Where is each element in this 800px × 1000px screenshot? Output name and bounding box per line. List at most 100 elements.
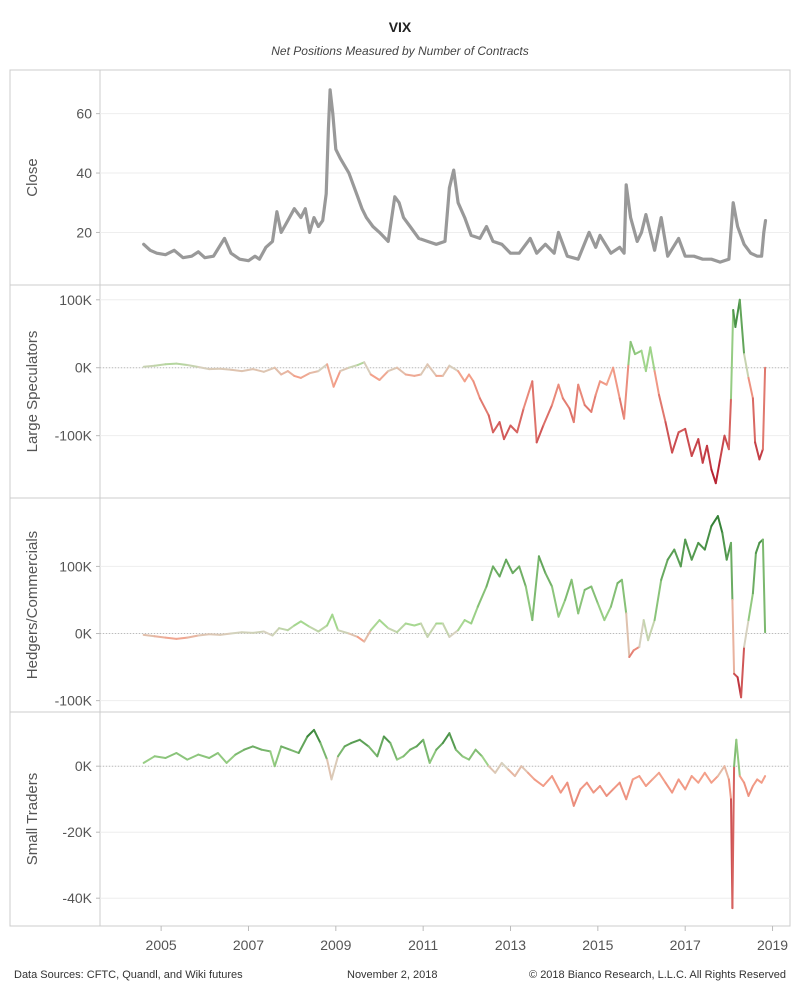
- series-segment: [760, 775, 767, 784]
- y-tick-label: 100K: [59, 292, 92, 308]
- series-segment: [262, 366, 276, 373]
- series-segment: [731, 765, 736, 910]
- y-tick-label: 40: [76, 165, 92, 181]
- series-segment: [703, 525, 713, 551]
- series-segment: [638, 775, 647, 787]
- series-segment: [671, 778, 680, 794]
- series-segment: [605, 788, 615, 797]
- series-segment: [677, 427, 687, 434]
- series-segment: [448, 732, 457, 751]
- series-segment: [326, 613, 334, 627]
- series-segment: [278, 627, 289, 632]
- series-segment: [319, 742, 329, 761]
- panel-label-small-traders: Small Traders: [24, 773, 41, 866]
- series-segment: [507, 768, 516, 778]
- x-tick-label: 2017: [670, 937, 701, 953]
- series-segment: [557, 383, 564, 400]
- series-segment: [326, 758, 333, 781]
- series-segment: [142, 633, 156, 638]
- series-segment: [463, 373, 470, 383]
- series-segment: [747, 592, 754, 622]
- series-segment: [754, 541, 761, 554]
- series-segment: [356, 635, 366, 643]
- series-segment: [387, 366, 398, 373]
- series-segment: [426, 363, 438, 377]
- series-segment: [498, 558, 508, 578]
- footer-data-sources: Data Sources: CFTC, Quandl, and Wiki fut…: [14, 969, 243, 981]
- x-tick-label: 2005: [146, 937, 177, 953]
- series-segment: [426, 622, 438, 638]
- series-segment: [492, 565, 501, 578]
- series-segment: [153, 755, 167, 759]
- series-segment: [505, 558, 514, 575]
- series-segment: [317, 363, 329, 373]
- series-segment: [234, 748, 246, 756]
- series-segment: [219, 367, 232, 371]
- footer-copyright: © 2018 Bianco Research, L.L.C. All Right…: [529, 969, 786, 981]
- series-segment: [337, 629, 350, 635]
- y-tick-label: 0K: [75, 626, 93, 642]
- series-segment: [326, 363, 335, 388]
- series-segment: [731, 599, 736, 675]
- series-segment: [369, 373, 381, 381]
- x-tick-label: 2009: [320, 937, 351, 953]
- series-segment: [551, 383, 560, 407]
- series-segment: [747, 785, 754, 797]
- series-segment: [666, 548, 676, 561]
- series-segment: [448, 364, 460, 373]
- series-segment: [435, 742, 444, 751]
- series-segment: [402, 748, 412, 758]
- series-segment: [485, 565, 494, 588]
- series-segment: [454, 748, 464, 758]
- series-segment: [516, 407, 525, 434]
- series-segment: [609, 582, 619, 608]
- series-segment: [537, 555, 547, 575]
- series-segment: [697, 541, 706, 551]
- series-segment: [331, 613, 339, 632]
- series-segment: [332, 370, 342, 388]
- series-segment: [518, 565, 527, 588]
- series-segment: [642, 619, 650, 642]
- series-segment: [522, 380, 534, 410]
- series-segment: [317, 624, 329, 633]
- series-segment: [468, 748, 477, 761]
- series-segment: [625, 778, 634, 801]
- series-segment: [761, 538, 767, 634]
- series-segment: [415, 738, 425, 748]
- series-segment: [511, 565, 521, 575]
- series-segment: [461, 755, 470, 761]
- series-segment: [649, 346, 656, 373]
- series-segment: [625, 612, 631, 658]
- series-segment: [730, 309, 735, 400]
- series-segment: [273, 366, 283, 376]
- series-segment: [492, 421, 501, 434]
- series-segment: [347, 364, 359, 369]
- series-segment: [286, 624, 296, 632]
- series-segment: [743, 781, 750, 797]
- panel-label-close: Close: [24, 158, 41, 196]
- series-segment: [142, 364, 156, 368]
- series-segment: [409, 745, 418, 751]
- series-segment: [494, 761, 503, 774]
- y-tick-label: 60: [76, 106, 92, 122]
- series-segment: [448, 629, 460, 638]
- series-segment: [476, 585, 488, 608]
- series-segment: [535, 424, 545, 444]
- series-segment: [570, 578, 580, 615]
- series-segment: [251, 745, 263, 751]
- panel-label-hedgers-commercials: Hedgers/Commercials: [24, 531, 41, 679]
- series-segment: [632, 645, 641, 652]
- series-segment: [564, 578, 573, 601]
- series-segment: [251, 630, 265, 634]
- series-segment: [623, 363, 630, 420]
- x-tick-label: 2013: [495, 937, 526, 953]
- series-segment: [620, 578, 628, 615]
- series-segment: [690, 775, 700, 784]
- series-segment: [363, 361, 372, 376]
- series-segment: [164, 362, 178, 366]
- y-tick-label: -40K: [62, 890, 92, 906]
- series-segment: [714, 458, 722, 485]
- series-segment: [544, 572, 553, 588]
- series-segment: [350, 738, 361, 745]
- series-segment: [572, 383, 580, 424]
